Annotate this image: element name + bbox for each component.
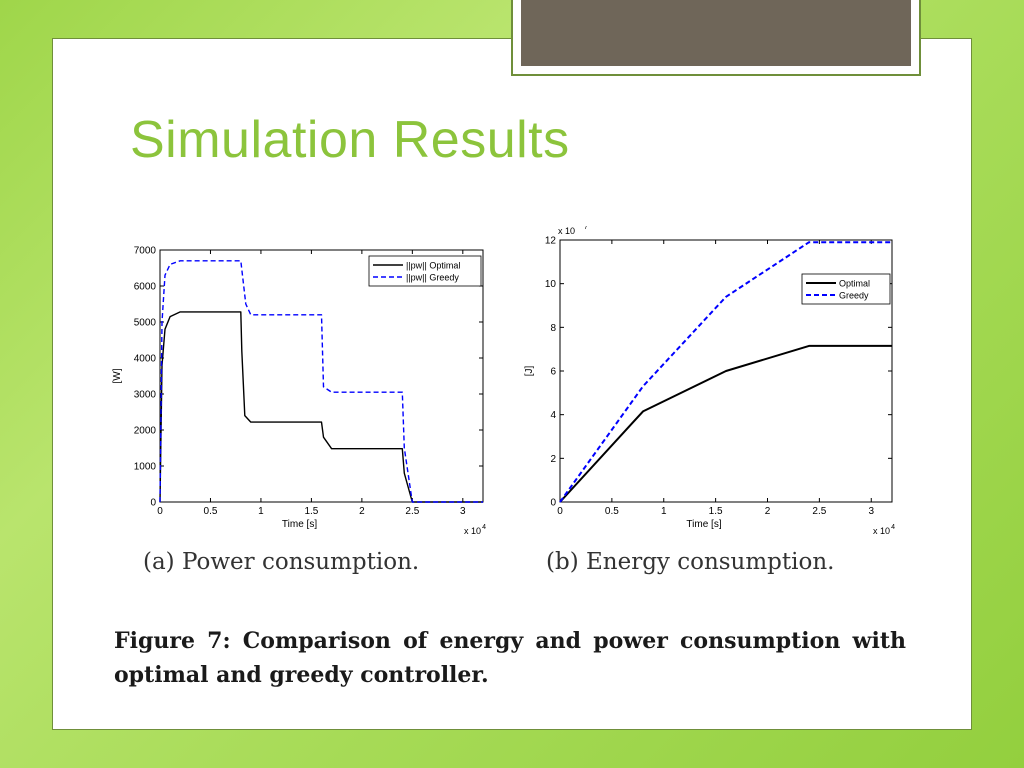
- legend-label: ||pw|| Greedy: [406, 273, 459, 283]
- subcaption-power: (a) Power consumption.: [143, 549, 420, 575]
- x-tick-label: 3: [460, 506, 466, 517]
- x-tick-label: 0.5: [605, 506, 619, 517]
- legend-label: Greedy: [839, 291, 869, 301]
- y-tick-label: 12: [545, 236, 557, 247]
- series-line-optimal: [559, 344, 892, 503]
- plot-area: [159, 249, 484, 503]
- y-tick-label: 6000: [134, 282, 157, 293]
- y-tick-label: 4000: [134, 354, 157, 365]
- x-tick-label: 0: [557, 506, 563, 517]
- x-tick-label: 1.5: [709, 506, 723, 517]
- x-tick-label: 2.5: [812, 506, 826, 517]
- y-tick-label: 4: [550, 410, 556, 421]
- x-tick-label: 1.5: [304, 506, 318, 517]
- x-tick-label: 1: [661, 506, 667, 517]
- y-tick-label: 7000: [134, 246, 157, 257]
- y-tick-label: 6: [550, 367, 556, 378]
- series-line-greedy: [559, 241, 892, 503]
- power-consumption-chart: 0 0.5 1 1.5 2 2.5 3 0 1000 2000 3000 4000 5000 6000 70…: [112, 246, 486, 537]
- legend-label: Optimal: [839, 279, 870, 289]
- y-tick-label: 5000: [134, 318, 157, 329]
- y-tick-label: 0: [150, 498, 156, 509]
- y-axis-label: [J]: [524, 366, 535, 377]
- x-tick-label: 2: [359, 506, 365, 517]
- slide-header-tab: [511, 0, 921, 76]
- y-tick-label: 1000: [134, 462, 157, 473]
- x-axis-label: Time [s]: [686, 519, 721, 530]
- x-tick-label: 1: [258, 506, 264, 517]
- x-multiplier-exponent: 4: [482, 524, 486, 531]
- figure-caption: Figure 7: Comparison of energy and power…: [114, 628, 906, 688]
- x-tick-label: 3: [868, 506, 874, 517]
- legend-box: [801, 273, 891, 305]
- series-line-greedy: [159, 260, 483, 503]
- slide-title: Simulation Results: [130, 111, 570, 169]
- y-tick-label: 8: [550, 323, 556, 334]
- x-multiplier-label: x 10: [873, 526, 890, 536]
- y-tick-label: 3000: [134, 390, 157, 401]
- slide-header-tab-fill: [521, 0, 911, 66]
- series-line-optimal: [159, 311, 483, 503]
- x-tick-label: 0: [157, 506, 163, 517]
- x-tick-label: 2.5: [405, 506, 419, 517]
- y-tick-label: 2: [550, 454, 556, 465]
- subcaption-energy: (b) Energy consumption.: [546, 549, 835, 575]
- x-tick-label: 2: [765, 506, 771, 517]
- x-axis-label: Time [s]: [282, 519, 317, 530]
- x-tick-label: 0.5: [204, 506, 218, 517]
- legend-box: [368, 255, 482, 287]
- y-tick-label: 0: [550, 498, 556, 509]
- legend-label: ||pw|| Optimal: [406, 261, 460, 271]
- y-axis-label: [W]: [112, 368, 123, 383]
- x-multiplier-label: x 10: [464, 526, 481, 536]
- y-multiplier-exponent: 7: [584, 226, 588, 231]
- y-tick-label: 10: [545, 279, 557, 290]
- x-multiplier-exponent: 4: [891, 524, 895, 531]
- y-multiplier-label: x 10: [558, 226, 575, 236]
- y-tick-label: 2000: [134, 426, 157, 437]
